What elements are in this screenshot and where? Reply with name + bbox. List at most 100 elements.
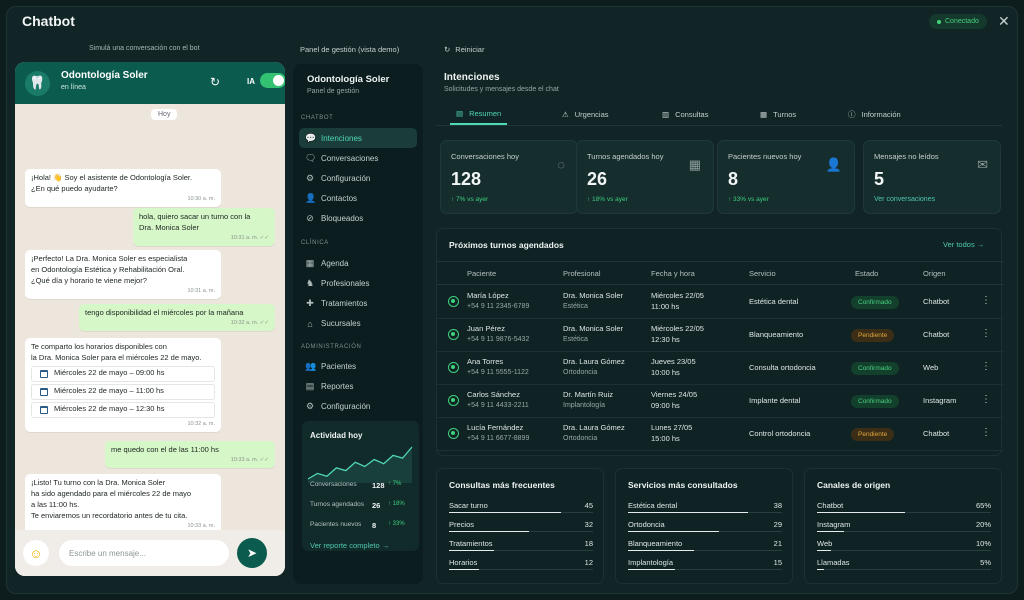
tab-información[interactable]: ⓘ Información bbox=[842, 104, 907, 125]
tab-label: Consultas bbox=[675, 110, 709, 119]
panel-row-value: 32 bbox=[584, 520, 593, 529]
time-slot-option[interactable]: Miércoles 22 de mayo – 09:00 hs bbox=[31, 365, 215, 382]
tab-consultas[interactable]: ▥ Consultas bbox=[656, 104, 714, 125]
panel-row-bar bbox=[628, 512, 749, 513]
gear-icon: ⚙ bbox=[305, 172, 315, 183]
professional-name: Dra. Laura Gómez bbox=[563, 423, 625, 432]
sidebar-section-label: CLÍNICA bbox=[301, 240, 329, 246]
gear-icon: ⚙ bbox=[305, 400, 315, 411]
activity-row: Pacientes nuevos 8 ↑ 33% bbox=[310, 521, 413, 530]
table-row[interactable]: Ana Torres +54 9 11 5555-1122 Dra. Laura G… bbox=[437, 352, 1003, 385]
more-options-icon[interactable]: ⋮ bbox=[981, 361, 991, 372]
sidebar-item-pacientes[interactable]: 👥 Pacientes bbox=[299, 356, 417, 376]
activity-card: Actividad hoy Conversaciones 128 ↑ 7% Turno… bbox=[302, 421, 419, 551]
patient-name: María López bbox=[467, 291, 509, 300]
ia-toggle[interactable] bbox=[260, 73, 285, 88]
summary-icon: ▤ bbox=[456, 109, 464, 118]
sidebar-item-sucursales[interactable]: ⌂ Sucursales bbox=[299, 314, 417, 334]
panel-row-bar bbox=[449, 512, 562, 513]
professional-name: Dra. Monica Soler bbox=[563, 324, 624, 333]
conversations-icon: 🗨 bbox=[305, 152, 317, 163]
datetime-cell: Jueves 23/05 10:00 hs bbox=[651, 357, 696, 379]
datetime-cell: Lunes 27/05 15:00 hs bbox=[651, 423, 692, 445]
panel-row: Instagram 20% bbox=[817, 520, 991, 539]
patient-name: Lucía Fernández bbox=[467, 423, 524, 432]
message-line: la Dra. Monica Soler para el miércoles 2… bbox=[31, 352, 202, 362]
datetime-cell: Miércoles 22/05 12:30 hs bbox=[651, 324, 704, 346]
sidebar-item-conversaciones[interactable]: 🗨 Conversaciones bbox=[299, 148, 417, 168]
sidebar-item-profesionales[interactable]: ♞ Profesionales bbox=[299, 273, 417, 293]
sparkline-line bbox=[307, 446, 413, 480]
emoji-button[interactable]: ☺ bbox=[23, 540, 49, 566]
panel-row-label: Sacar turno bbox=[449, 501, 488, 510]
activity-sparkline bbox=[307, 446, 413, 483]
more-options-icon[interactable]: ⋮ bbox=[981, 427, 991, 438]
activity-title: Actividad hoy bbox=[310, 431, 363, 440]
panel-row-bar bbox=[449, 550, 494, 551]
stat-card: Turnos agendados hoy 26 ↑ 18% vs ayer ▦ bbox=[576, 140, 714, 214]
chat-header: 🦷 Odontología Soler en línea ↻ IA bbox=[15, 62, 285, 104]
panel-row-label: Ortodoncia bbox=[628, 520, 665, 529]
column-header: Estado bbox=[855, 269, 879, 278]
sidebar-item-contactos[interactable]: 👤 Contactos bbox=[299, 189, 417, 209]
tab-urgencias[interactable]: ⚠ Urgencias bbox=[556, 104, 615, 125]
page-subtitle: Solicitudes y mensajes desde el chat bbox=[444, 86, 559, 93]
sidebar-item-configuración[interactable]: ⚙ Configuración bbox=[299, 168, 417, 188]
sidebar-item-agenda[interactable]: ▦ Agenda bbox=[299, 253, 417, 273]
time-slot-label: Miércoles 22 de mayo – 09:00 hs bbox=[54, 368, 165, 378]
professional-name: Dr. Martín Ruiz bbox=[563, 390, 614, 399]
message-input[interactable] bbox=[59, 540, 229, 566]
close-icon[interactable]: ✕ bbox=[998, 13, 1010, 29]
panel-row-value: 10% bbox=[975, 539, 991, 548]
panel-row-value: 5% bbox=[980, 558, 991, 567]
view-all-link[interactable]: Ver todos → bbox=[943, 240, 985, 249]
urgent-icon: ⚠ bbox=[562, 110, 569, 119]
calendar-icon bbox=[40, 405, 48, 414]
more-options-icon[interactable]: ⋮ bbox=[981, 295, 991, 306]
sidebar-item-label: Conversaciones bbox=[321, 153, 379, 163]
table-row[interactable]: Carlos Sánchez +54 9 11 4433-2211 Dr. Mart… bbox=[437, 385, 1003, 418]
sidebar-item-reportes[interactable]: ▤ Reportes bbox=[299, 376, 417, 396]
view-conversations-link[interactable]: Ver conversaciones bbox=[874, 196, 936, 203]
status-badge: Confirmado bbox=[851, 296, 899, 309]
sidebar-item-bloqueados[interactable]: ⊘ Bloqueados bbox=[299, 209, 417, 229]
sidebar-item-configuración[interactable]: ⚙ Configuración bbox=[299, 396, 417, 416]
activity-delta: ↑ 33% bbox=[388, 521, 405, 527]
patient-cell: María López +54 9 11 2345-6789 bbox=[467, 291, 529, 312]
sidebar-section-label: ADMINISTRACIÓN bbox=[301, 344, 362, 350]
calendar-icon bbox=[40, 387, 48, 396]
chat-message: hola, quiero sacar un turno con la Dra. M… bbox=[133, 208, 275, 246]
refresh-icon[interactable]: ↻ bbox=[210, 75, 221, 89]
stat-delta: ↑ 33% vs ayer bbox=[728, 196, 769, 203]
sidebar-item-tratamientos[interactable]: ✚ Tratamientos bbox=[299, 293, 417, 313]
table-row[interactable]: Juan Pérez +54 9 11 9876-5432 Dra. Monica … bbox=[437, 319, 1003, 352]
time-slot-option[interactable]: Miércoles 22 de mayo – 11:00 hs bbox=[31, 383, 215, 400]
table-header: Paciente Profesional Fecha y hora Servicio E… bbox=[437, 261, 1003, 285]
message-line: Dra. Monica Soler bbox=[139, 222, 200, 232]
more-options-icon[interactable]: ⋮ bbox=[981, 328, 991, 339]
sidebar-section-label: CHATBOT bbox=[301, 115, 334, 121]
full-report-link[interactable]: Ver reporte completo → bbox=[310, 541, 390, 550]
send-button[interactable]: ➤ bbox=[237, 538, 267, 568]
reset-button[interactable]: ↻ Reiniciar bbox=[444, 45, 484, 54]
sidebar-item-label: Contactos bbox=[321, 194, 358, 204]
stat-card: Conversaciones hoy 128 ↑ 7% vs ayer ◌ bbox=[440, 140, 578, 214]
panel-row: Web 10% bbox=[817, 539, 991, 558]
professional-cell: Dra. Laura Gómez Ortodoncia bbox=[563, 357, 625, 378]
panel-row-track bbox=[628, 569, 782, 570]
professional-cell: Dra. Monica Soler Estética bbox=[563, 324, 623, 345]
stat-label: Turnos agendados hoy bbox=[587, 152, 664, 161]
time-slot-option[interactable]: Miércoles 22 de mayo – 12:30 hs bbox=[31, 401, 215, 418]
sidebar-item-intenciones[interactable]: 💬 Intenciones bbox=[299, 128, 417, 148]
table-row[interactable]: María López +54 9 11 2345-6789 Dra. Monica… bbox=[437, 286, 1003, 319]
patient-name: Carlos Sánchez bbox=[467, 390, 520, 399]
message-line: hola, quiero sacar un turno con la bbox=[139, 212, 251, 221]
more-options-icon[interactable]: ⋮ bbox=[981, 394, 991, 405]
panel-row-track bbox=[449, 569, 593, 570]
tab-resumen[interactable]: ▤ Resumen bbox=[450, 104, 508, 125]
professional-specialty: Implantología bbox=[563, 401, 606, 409]
table-row[interactable]: Lucía Fernández +54 9 11 6677-8899 Dra. La… bbox=[437, 418, 1003, 451]
sidebar-item-label: Bloqueados bbox=[321, 214, 364, 224]
panel-row-label: Precios bbox=[449, 520, 475, 529]
tab-turnos[interactable]: ▦ Turnos bbox=[754, 104, 802, 125]
